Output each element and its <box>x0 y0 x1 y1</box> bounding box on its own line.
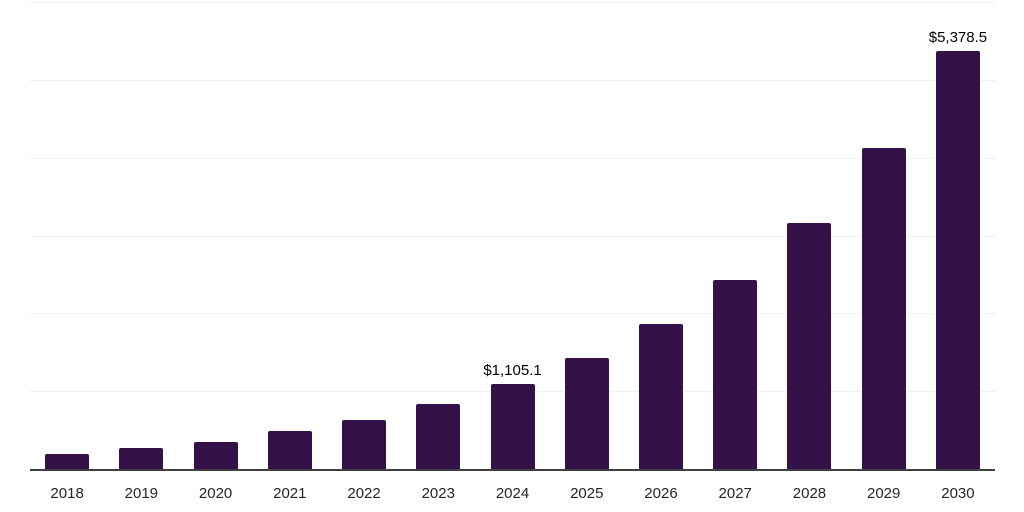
plot-area: $1,105.1 $5,378.5 <box>30 2 995 470</box>
x-tick-label-2018: 2018 <box>50 485 84 502</box>
bars-row: $1,105.1 $5,378.5 <box>30 3 995 470</box>
x-tick-label-2024: 2024 <box>495 485 530 502</box>
bar-cell-2019 <box>104 3 178 470</box>
data-label-2024: $1,105.1 <box>483 362 542 379</box>
bar-cell-2022 <box>327 3 401 470</box>
bar-cell-2021 <box>253 3 327 470</box>
gridline-5000 <box>30 79 995 81</box>
bar-2024 <box>490 384 535 470</box>
x-tick-label-2021: 2021 <box>273 485 307 502</box>
bar-2026 <box>638 324 683 470</box>
x-tick-label-2027: 2027 <box>718 485 752 502</box>
bar-2030 <box>935 51 980 470</box>
bar-2025 <box>564 358 609 470</box>
x-tick-label-2030: 2030 <box>941 485 975 502</box>
gridline-2000 <box>30 313 995 315</box>
x-tick-label-2020: 2020 <box>198 485 233 502</box>
bar-cell-2029 <box>847 3 921 470</box>
bar-2022 <box>342 419 387 470</box>
bar-2018 <box>45 454 90 470</box>
bar-cell-2026 <box>624 3 698 470</box>
gridline-4000 <box>30 157 995 159</box>
x-tick-label-2026: 2026 <box>644 485 678 502</box>
x-axis-line <box>30 469 995 471</box>
bar-cell-2028 <box>772 3 846 470</box>
x-tick-label-2023: 2023 <box>421 485 455 502</box>
bar-cell-2024: $1,105.1 <box>475 3 549 470</box>
bar-2020 <box>193 442 238 470</box>
bar-2023 <box>416 404 461 470</box>
x-tick-label-2022: 2022 <box>347 485 381 502</box>
bar-2029 <box>861 148 906 470</box>
data-label-2030: $5,378.5 <box>928 29 988 47</box>
bar-2019 <box>119 448 164 470</box>
x-tick-label-2025: 2025 <box>570 485 604 502</box>
x-tick-label-2019: 2019 <box>124 485 159 502</box>
bar-cell-2027 <box>698 3 772 470</box>
bar-cell-2030: $5,378.5 <box>921 3 995 470</box>
bar-cell-2025 <box>550 3 624 470</box>
bar-2021 <box>267 431 312 470</box>
bar-cell-2023 <box>401 3 475 470</box>
bar-2028 <box>787 222 832 470</box>
gridline-3000 <box>30 235 995 237</box>
x-tick-label-2029: 2029 <box>867 485 901 502</box>
bar-2027 <box>713 280 758 470</box>
x-axis-labels: 2018 2019 2020 2021 2022 2023 2024 2025 2026 2027… <box>30 485 995 503</box>
bar-cell-2020 <box>178 3 252 470</box>
x-tick-label-2028: 2028 <box>792 485 827 502</box>
gridline-6000 <box>30 2 995 3</box>
bar-cell-2018 <box>30 3 104 470</box>
